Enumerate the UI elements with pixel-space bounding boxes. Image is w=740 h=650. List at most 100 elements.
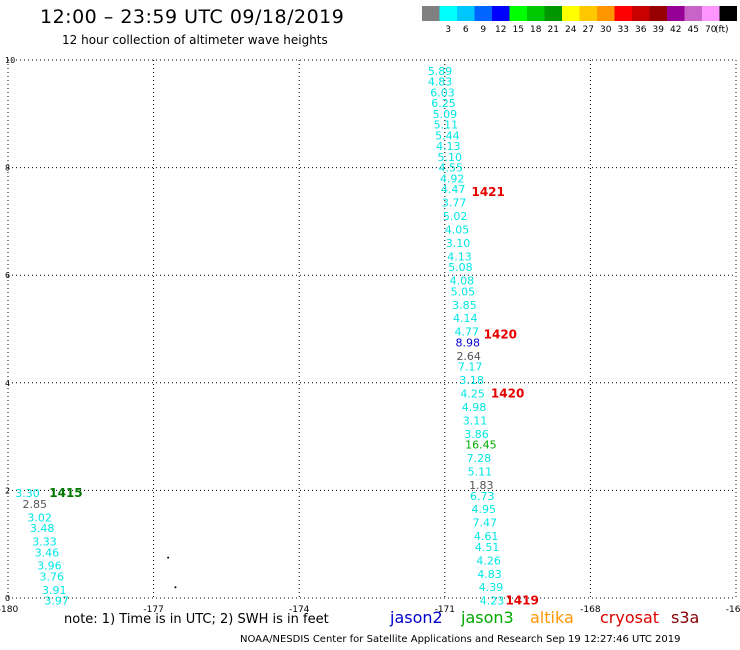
sat-jason3-label: jason3 [461, 608, 514, 627]
wave-height-label: 3.86 [464, 428, 489, 441]
y-tick-label: 10 [5, 56, 15, 65]
pass-time-label: 1421 [471, 185, 504, 199]
wave-height-label: 3.46 [35, 546, 60, 559]
pass-time-label: 1419 [505, 594, 538, 608]
sat-cryosat-label: cryosat [600, 608, 660, 627]
legend-unit-label: (ft) [715, 25, 729, 35]
wave-height-label: 4.92 [440, 172, 465, 185]
wave-height-label: 4.83 [428, 76, 453, 89]
x-tick-label: -177 [143, 605, 163, 615]
wave-height-label: 3.18 [459, 374, 484, 387]
sat-jason2-label: jason2 [390, 608, 443, 627]
wave-height-label: 4.23 [480, 595, 505, 608]
color-legend: 3 6 9 12 15 18 21 24 27 30 33 36 39 42 45 70(ft) [422, 6, 737, 35]
wave-height-label: 4.13 [436, 140, 461, 153]
legend-swatch [632, 6, 650, 21]
data-dot [167, 556, 170, 559]
wave-height-label: 6.03 [430, 86, 455, 99]
wave-height-label: 16.45 [465, 439, 497, 452]
y-tick-label: 2 [5, 486, 10, 495]
legend-swatch [667, 6, 685, 21]
wave-height-label: 6.25 [431, 97, 456, 110]
legend-swatch [422, 6, 440, 21]
legend-tick-label: 21 [548, 25, 559, 35]
x-tick-label: -180 [0, 605, 18, 615]
legend-tick-label: 30 [600, 25, 612, 35]
wave-height-label: 1.83 [469, 479, 494, 492]
wave-height-label: 3.96 [37, 560, 62, 573]
x-tick-label: -168 [580, 605, 601, 615]
wave-height-label: 5.02 [443, 210, 468, 223]
pass-time-label: 1415 [49, 486, 82, 500]
legend-tick-label: 9 [480, 25, 486, 35]
pass-time-label: 1420 [491, 387, 524, 401]
wave-height-label: 3.77 [442, 197, 467, 210]
legend-tick-label: 24 [565, 25, 577, 35]
legend-swatch [457, 6, 475, 21]
wave-height-label: 3.97 [44, 595, 69, 608]
wave-height-label: 4.51 [475, 541, 500, 554]
wave-height-label: 7.47 [472, 517, 497, 530]
legend-swatch [597, 6, 615, 21]
legend-tick-label: 12 [495, 25, 506, 35]
legend-tick-label: 36 [635, 25, 647, 35]
legend-tick-label: 3 [445, 25, 451, 35]
wave-height-label: 3.33 [32, 536, 57, 549]
wave-height-label: 4.47 [441, 183, 466, 196]
wave-height-label: 4.08 [450, 275, 475, 288]
legend-swatch [474, 6, 492, 21]
y-tick-label: 4 [5, 379, 10, 388]
wave-height-label: 2.85 [23, 498, 47, 511]
legend-swatch [719, 6, 737, 21]
wave-height-label: 3.91 [42, 584, 66, 597]
y-tick-label: 8 [5, 164, 10, 173]
page-title: 12:00 – 23:59 UTC 09/18/2019 [40, 6, 345, 28]
legend-swatch [702, 6, 720, 21]
wave-height-label: 5.05 [451, 285, 476, 298]
wave-height-label: 3.76 [40, 570, 64, 583]
wave-height-label: 4.05 [445, 223, 470, 236]
legend-tick-label: 70 [705, 25, 717, 35]
wave-height-label: 3.30 [15, 487, 40, 500]
legend-tick-label: 39 [653, 25, 665, 35]
x-tick-label: -171 [435, 605, 455, 615]
wave-height-label: 8.98 [455, 336, 480, 349]
pass-time-label: 1420 [484, 327, 517, 341]
wave-height-label: 4.26 [476, 554, 501, 567]
wave-height-label: 5.11 [434, 119, 459, 132]
wave-height-label: 3.48 [30, 522, 55, 535]
wave-height-label: 2.64 [456, 350, 481, 363]
wave-height-label: 5.44 [435, 129, 460, 142]
wave-height-label: 4.14 [453, 312, 478, 325]
wave-height-label: 4.25 [460, 388, 485, 401]
y-tick-label: 0 [5, 594, 10, 603]
legend-swatch [579, 6, 597, 21]
legend-tick-label: 42 [670, 25, 681, 35]
wave-height-label: 3.11 [463, 414, 488, 427]
wave-height-label: 5.09 [433, 108, 458, 121]
wave-height-map: -180-177-174-171-168-16502468105.894.836… [0, 56, 740, 615]
legend-tick-label: 15 [513, 25, 524, 35]
data-dot [174, 586, 177, 589]
legend-tick-label: 45 [688, 25, 699, 35]
wave-height-label: 5.89 [428, 65, 453, 78]
sat-s3a-label: s3a [671, 608, 700, 627]
legend-swatch [562, 6, 580, 21]
credit-line: NOAA/NESDIS Center for Satellite Applica… [240, 634, 681, 645]
footnote: note: 1) Time is in UTC; 2) SWH is in fe… [64, 612, 329, 627]
legend-swatch [544, 6, 562, 21]
legend-tick-label: 33 [618, 25, 629, 35]
legend-swatch [684, 6, 702, 21]
wave-height-label: 6.73 [470, 490, 495, 503]
legend-tick-label: 6 [463, 25, 469, 35]
legend-swatch [492, 6, 510, 21]
legend-swatch [509, 6, 527, 21]
legend-swatch [439, 6, 457, 21]
wave-height-label: 3.10 [446, 237, 471, 250]
sat-altika-label: altika [530, 608, 574, 627]
y-tick-label: 6 [5, 271, 10, 280]
wave-height-label: 4.13 [447, 250, 472, 263]
x-tick-label: -165 [726, 605, 740, 615]
x-tick-label: -174 [289, 605, 310, 615]
legend-swatch [527, 6, 545, 21]
